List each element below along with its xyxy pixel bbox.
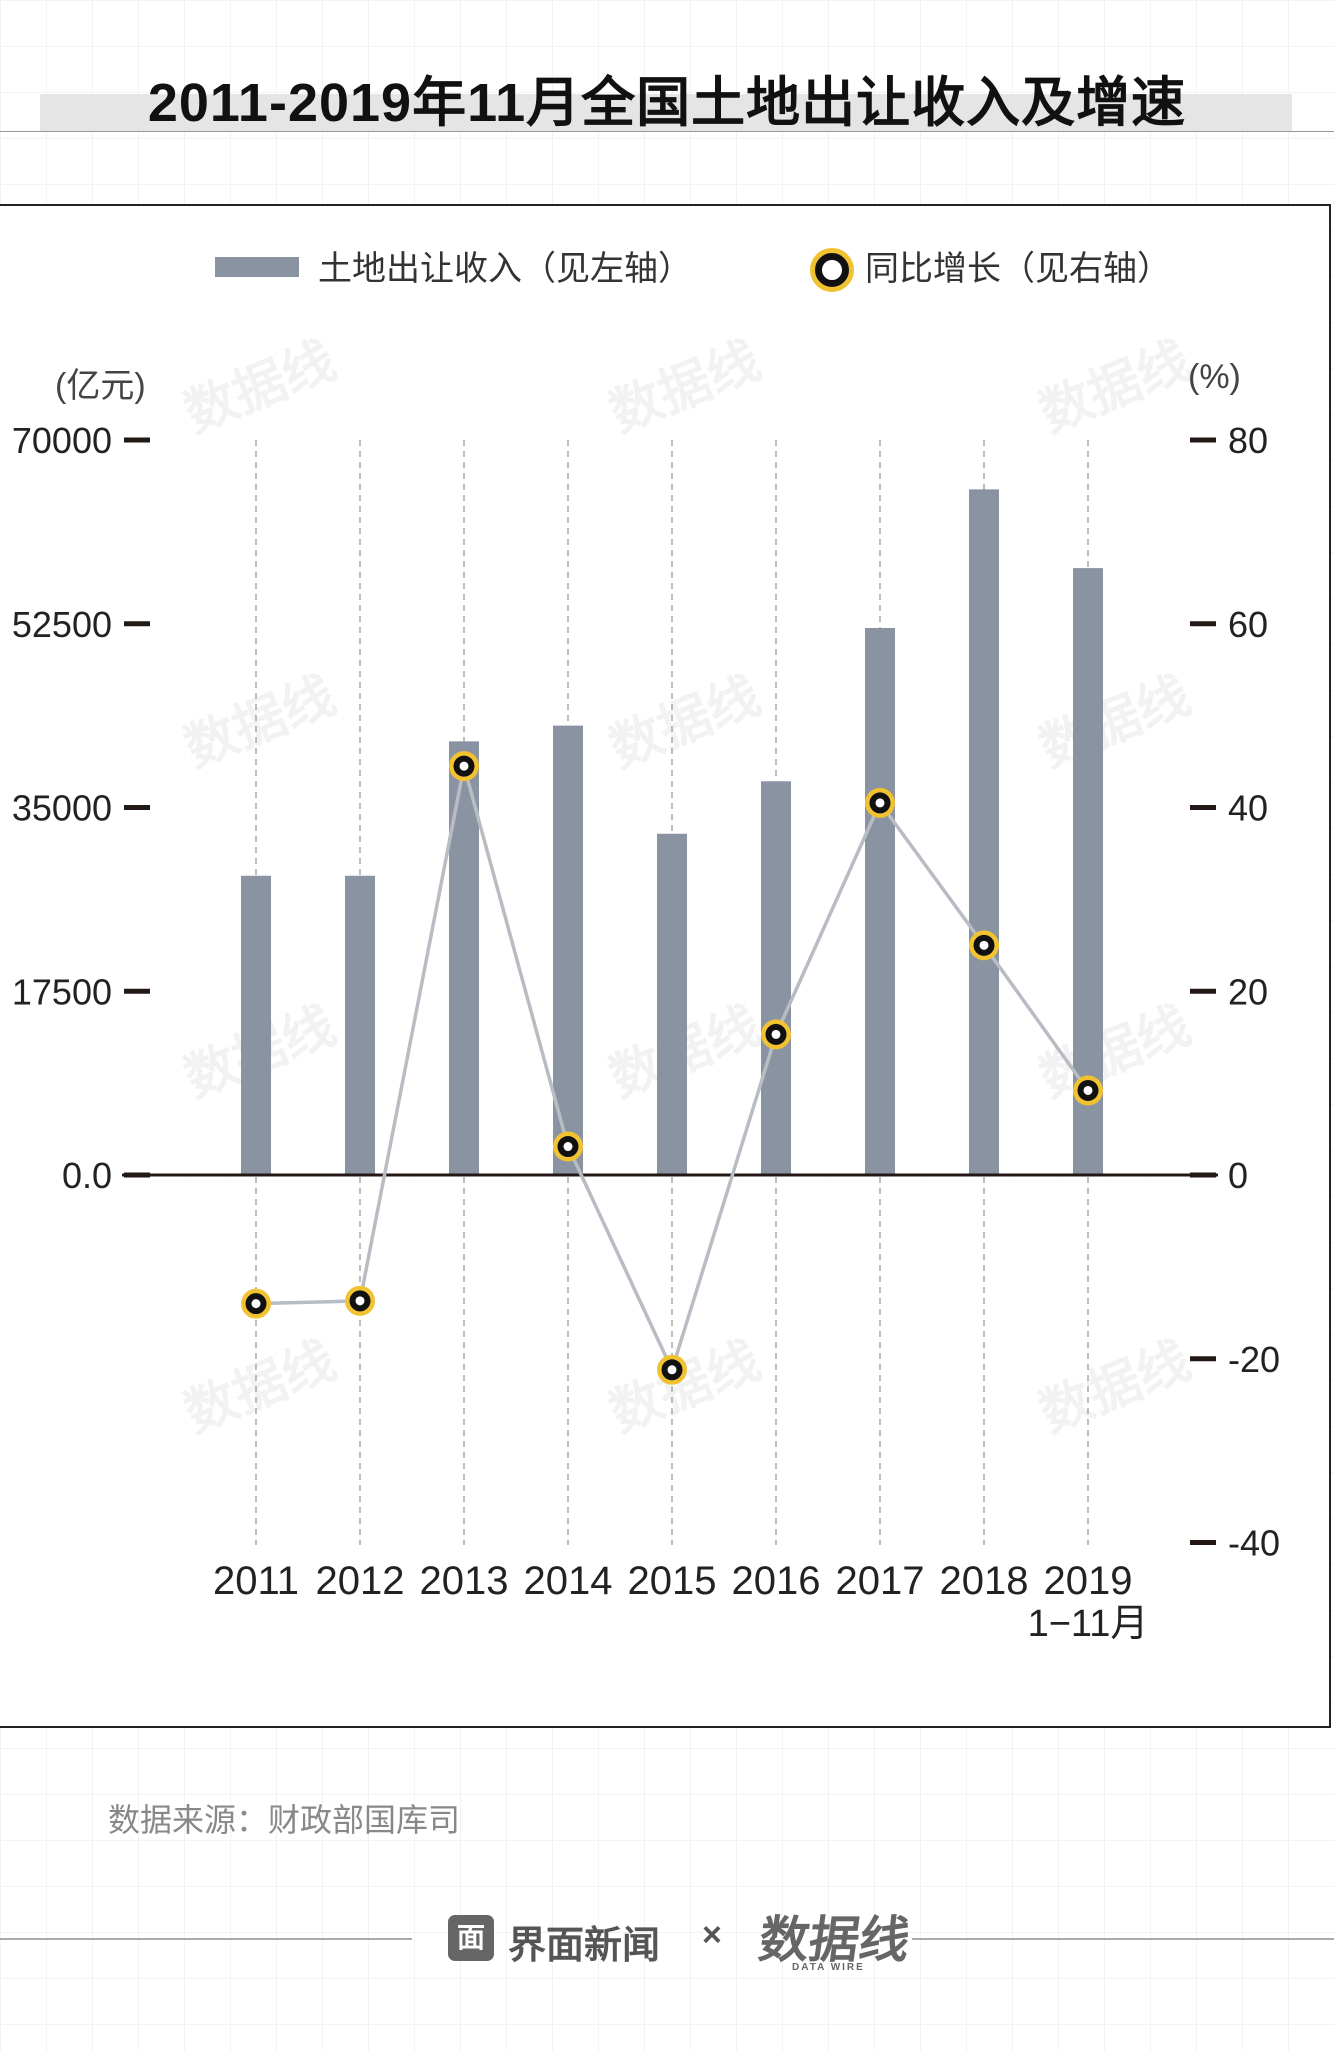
x-axis-tick-label: 2018 bbox=[940, 1559, 1029, 1603]
source-note: 数据来源：财政部国库司 bbox=[108, 1802, 461, 1838]
footer-brand: 界面新闻 bbox=[508, 1925, 661, 1967]
chart-plot: 70000 52500 35000 17500 0.0 80 60 40 20 0 -20 -40 20… bbox=[12, 420, 1280, 1645]
x-axis-tick-label: 2012 bbox=[316, 1559, 405, 1603]
title-underline-bar bbox=[40, 94, 1292, 132]
left-axis-unit: (亿元) bbox=[55, 367, 146, 405]
growth-point-center bbox=[1083, 1085, 1093, 1095]
footer-rule-right bbox=[912, 1938, 1334, 1940]
right-axis-tick-label: 20 bbox=[1228, 971, 1268, 1012]
x-axis-tick-label: 2017 bbox=[836, 1559, 925, 1603]
bar bbox=[345, 875, 375, 1175]
x-axis-tick-label: 2016 bbox=[732, 1559, 821, 1603]
legend-bar-label: 土地出让收入（见左轴） bbox=[318, 250, 692, 288]
bar bbox=[865, 627, 895, 1175]
right-axis-tick-label: -20 bbox=[1228, 1339, 1280, 1380]
right-axis-tick-label: 0 bbox=[1228, 1155, 1248, 1196]
legend-line-marker bbox=[815, 253, 849, 287]
right-axis-tick-label: -40 bbox=[1228, 1523, 1280, 1564]
left-axis-tick-label: 35000 bbox=[12, 788, 112, 829]
chart-title: 2011-2019年11月全国土地出让收入及增速 bbox=[147, 73, 1187, 133]
bar bbox=[241, 875, 271, 1175]
bar bbox=[761, 781, 791, 1175]
jiemian-logo-icon: 面 bbox=[448, 1915, 494, 1961]
right-axis-tick-label: 40 bbox=[1228, 788, 1268, 829]
left-axis-tick-label: 52500 bbox=[12, 604, 112, 645]
growth-point-center bbox=[667, 1365, 677, 1375]
left-axis-tick-label: 70000 bbox=[12, 420, 112, 461]
bar bbox=[657, 833, 687, 1175]
growth-point-center bbox=[251, 1299, 261, 1309]
left-axis-tick-label: 17500 bbox=[12, 971, 112, 1012]
growth-point-center bbox=[459, 761, 469, 771]
x-axis-tick-label: 2011 bbox=[213, 1559, 299, 1603]
right-axis-unit: (%) bbox=[1188, 358, 1241, 396]
x-axis-tick-label: 2015 bbox=[628, 1559, 717, 1603]
growth-point-center bbox=[979, 940, 989, 950]
x-axis-tick-label: 2013 bbox=[420, 1559, 509, 1603]
bar bbox=[969, 489, 999, 1176]
left-axis-tick-label: 0.0 bbox=[62, 1155, 112, 1196]
footer-rule-left bbox=[0, 1938, 412, 1940]
title-rule bbox=[0, 131, 1334, 132]
x-axis-tick-label: 2014 bbox=[524, 1559, 613, 1603]
right-axis-tick-label: 60 bbox=[1228, 604, 1268, 645]
growth-point-center bbox=[355, 1296, 365, 1306]
x-axis-sublabel: 1−11月 bbox=[1028, 1603, 1149, 1645]
bar bbox=[553, 725, 583, 1175]
right-axis-tick-label: 80 bbox=[1228, 420, 1268, 461]
legend-bar-swatch bbox=[215, 257, 299, 277]
growth-point-center bbox=[771, 1029, 781, 1039]
datawire-logo-en: DATA WIRE bbox=[792, 1962, 865, 1973]
growth-point-center bbox=[875, 798, 885, 808]
growth-point-center bbox=[563, 1142, 573, 1152]
legend-line-label: 同比增长（见右轴） bbox=[865, 250, 1171, 288]
footer-times-sign: × bbox=[702, 1916, 722, 1954]
x-axis-tick-label: 2019 bbox=[1044, 1559, 1133, 1603]
